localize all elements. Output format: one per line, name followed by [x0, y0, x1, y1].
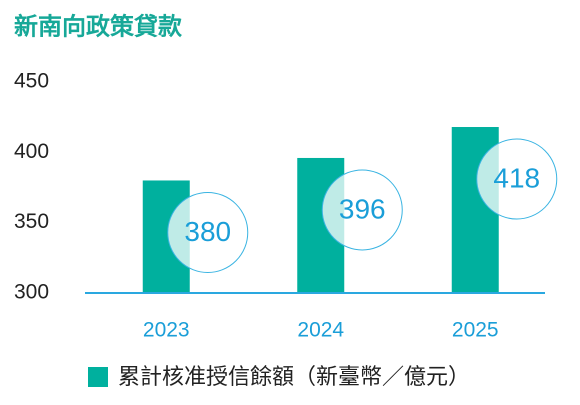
value-bubble: [167, 191, 249, 273]
y-tick-label: 300: [14, 281, 49, 304]
x-tick-label: 2025: [452, 319, 499, 342]
value-label: 396: [339, 193, 386, 224]
x-tick-label: 2024: [297, 319, 344, 342]
x-tick-label: 2023: [143, 319, 190, 342]
value-bubble: [321, 169, 403, 251]
legend-swatch: [88, 367, 108, 387]
y-tick-label: 450: [14, 70, 49, 93]
y-tick-label: 350: [14, 210, 49, 233]
value-bubble: [476, 138, 558, 220]
legend-label: 累計核准授信餘額（新臺幣／億元）: [118, 364, 470, 389]
y-tick-label: 400: [14, 140, 49, 163]
value-label: 380: [184, 216, 231, 247]
chart-title: 新南向政策貸款: [14, 12, 183, 40]
value-label: 418: [493, 162, 540, 193]
